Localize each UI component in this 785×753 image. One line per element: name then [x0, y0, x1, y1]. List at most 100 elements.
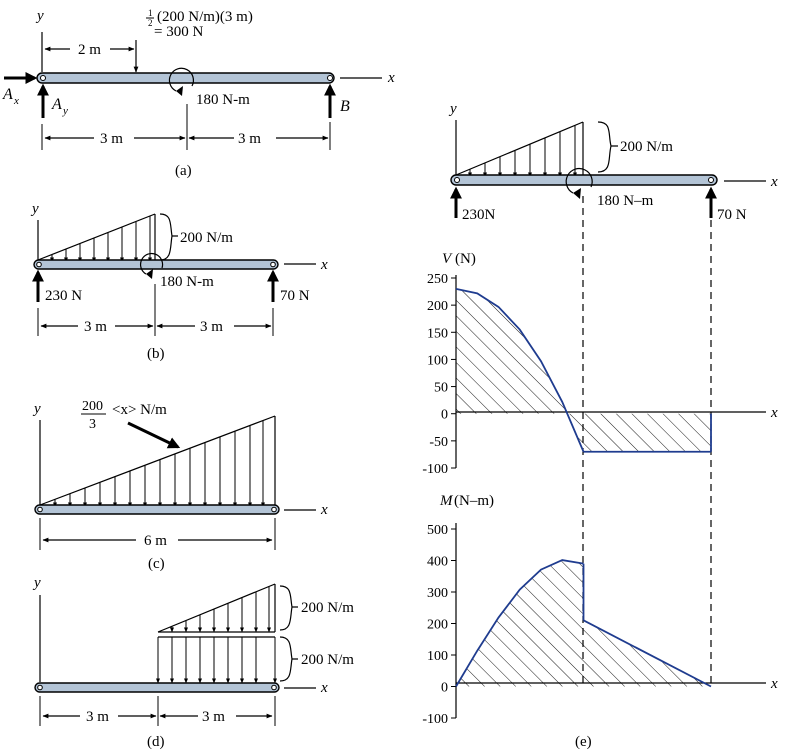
shear-ticks: 250 200 150 100 50 0 -50 -100 [422, 272, 456, 477]
shear-tick-label: 150 [427, 326, 448, 341]
load-label: 200 N/m [620, 139, 673, 155]
y-axis-label: y [30, 201, 39, 217]
dim-left-label: 3 m [86, 709, 109, 725]
shear-tick-label: -50 [429, 435, 448, 450]
moment-curve-1 [583, 619, 712, 688]
load-function-rest: <x> N/m [112, 402, 167, 418]
moment-tick-label: 100 [427, 649, 448, 664]
shear-tick-label: 100 [427, 353, 448, 368]
distributed-load-arrows [53, 421, 265, 508]
uniform-load-arrows [156, 637, 277, 684]
caption-d: (d) [147, 734, 165, 750]
ay-subscript: y [62, 105, 68, 117]
load-brace [159, 213, 178, 261]
shear-area-0 [456, 288, 584, 452]
load-function-numerator: 200 [82, 399, 103, 414]
x-axis-label: x [320, 257, 328, 273]
x-axis-label: x [320, 502, 328, 518]
b-label: B [340, 98, 350, 115]
caption-a: (a) [175, 163, 192, 179]
dim-left-label: 3 m [100, 131, 123, 147]
panel-e: y 200 N/m x 180 N–m 230N 70 N [422, 101, 778, 750]
shear-x-label: x [770, 405, 778, 421]
moment-tick-label: 500 [427, 523, 448, 538]
moment-arc [139, 252, 164, 275]
moment-axis-unit: (N–m) [454, 493, 494, 509]
shear-tick-label: -100 [422, 462, 448, 477]
load-label: 200 N/m [180, 230, 233, 246]
moment-tick-label: 300 [427, 586, 448, 601]
moment-label: 180 N-m [196, 92, 250, 108]
moment-arc [565, 167, 593, 194]
shear-tick-label: 200 [427, 299, 448, 314]
moment-tick-label: 200 [427, 618, 448, 633]
y-axis-label: y [32, 575, 41, 591]
caption-c: (c) [148, 556, 165, 572]
lower-load-brace [279, 636, 298, 682]
panel-d: y 200 N/m 200 N/ [32, 575, 354, 750]
moment-area-0 [456, 560, 584, 687]
beam [36, 72, 335, 84]
beam [34, 504, 280, 515]
shear-axis-label: V [442, 251, 453, 267]
force-fraction-den: 2 [148, 18, 153, 28]
moment-tick-label: 400 [427, 555, 448, 570]
dim-2m-label: 2 m [78, 42, 101, 58]
ax-subscript: x [13, 95, 19, 107]
moment-x-label: x [770, 676, 778, 692]
moment-marks [455, 559, 712, 688]
shear-marks [455, 287, 712, 453]
dim-right-label: 3 m [200, 319, 223, 335]
moment-arc [168, 67, 195, 92]
load-function-denominator: 3 [89, 417, 96, 432]
load-brace [597, 121, 618, 173]
shear-tick-label: 50 [434, 381, 448, 396]
distributed-load-arrows [468, 125, 577, 178]
moment-tick-label: -100 [422, 712, 448, 727]
force-expression: (200 N/m)(3 m) [157, 9, 253, 25]
caption-b: (b) [147, 346, 165, 362]
beam [34, 682, 280, 693]
dim-label: 6 m [144, 533, 167, 549]
x-axis-label: x [320, 680, 328, 696]
load-pointer-arrow [127, 421, 181, 449]
force-fraction-num: 1 [148, 8, 153, 18]
right-reaction-label: 70 N [280, 288, 310, 304]
y-axis-label: y [35, 8, 44, 24]
x-axis-label: x [387, 70, 395, 86]
moment-label: 180 N–m [597, 193, 654, 209]
shear-curve-0 [455, 287, 585, 453]
dim-left-label: 3 m [84, 319, 107, 335]
triangular-load-edge [455, 121, 584, 176]
triangular-load-edge [39, 415, 276, 506]
upper-load-brace [279, 585, 298, 631]
moment-curve-0 [455, 559, 584, 687]
shear-tick-label: 250 [427, 272, 448, 287]
x-axis-label: x [770, 174, 778, 190]
panel-a: y 1 2 (200 N/m)(3 m) = 300 N 2 m x A x A… [2, 8, 395, 179]
upper-load-label: 200 N/m [301, 600, 354, 616]
beam [450, 174, 718, 186]
dim-right-label: 3 m [238, 131, 261, 147]
dim-right-label: 3 m [202, 709, 225, 725]
shear-area-1 [583, 413, 711, 452]
shear-diagram: V (N) x 250 200 150 100 50 0 -50 -100 [422, 251, 778, 477]
y-axis-label: y [32, 401, 41, 417]
caption-e: (e) [575, 734, 592, 750]
moment-tick-label: 0 [441, 681, 448, 696]
distributed-load-arrows [50, 216, 152, 263]
left-reaction-label: 230 N [45, 288, 82, 304]
panel-b: y 200 N/m x 180 N-m 230 N 70 N [30, 201, 328, 362]
triangular-load-edge [157, 583, 276, 633]
triangular-load-arrows [170, 586, 271, 633]
left-reaction-label: 230N [462, 207, 496, 223]
beam [33, 259, 279, 270]
force-result: = 300 N [154, 24, 203, 40]
y-axis-label: y [448, 101, 457, 117]
lower-load-label: 200 N/m [301, 652, 354, 668]
moment-diagram: M (N–m) x 500 400 300 200 100 0 -100 [422, 493, 778, 727]
shear-tick-label: 0 [441, 408, 448, 423]
panel-c: y 200 3 <x> N/m x [32, 399, 328, 572]
moment-label: 180 N-m [160, 274, 214, 290]
